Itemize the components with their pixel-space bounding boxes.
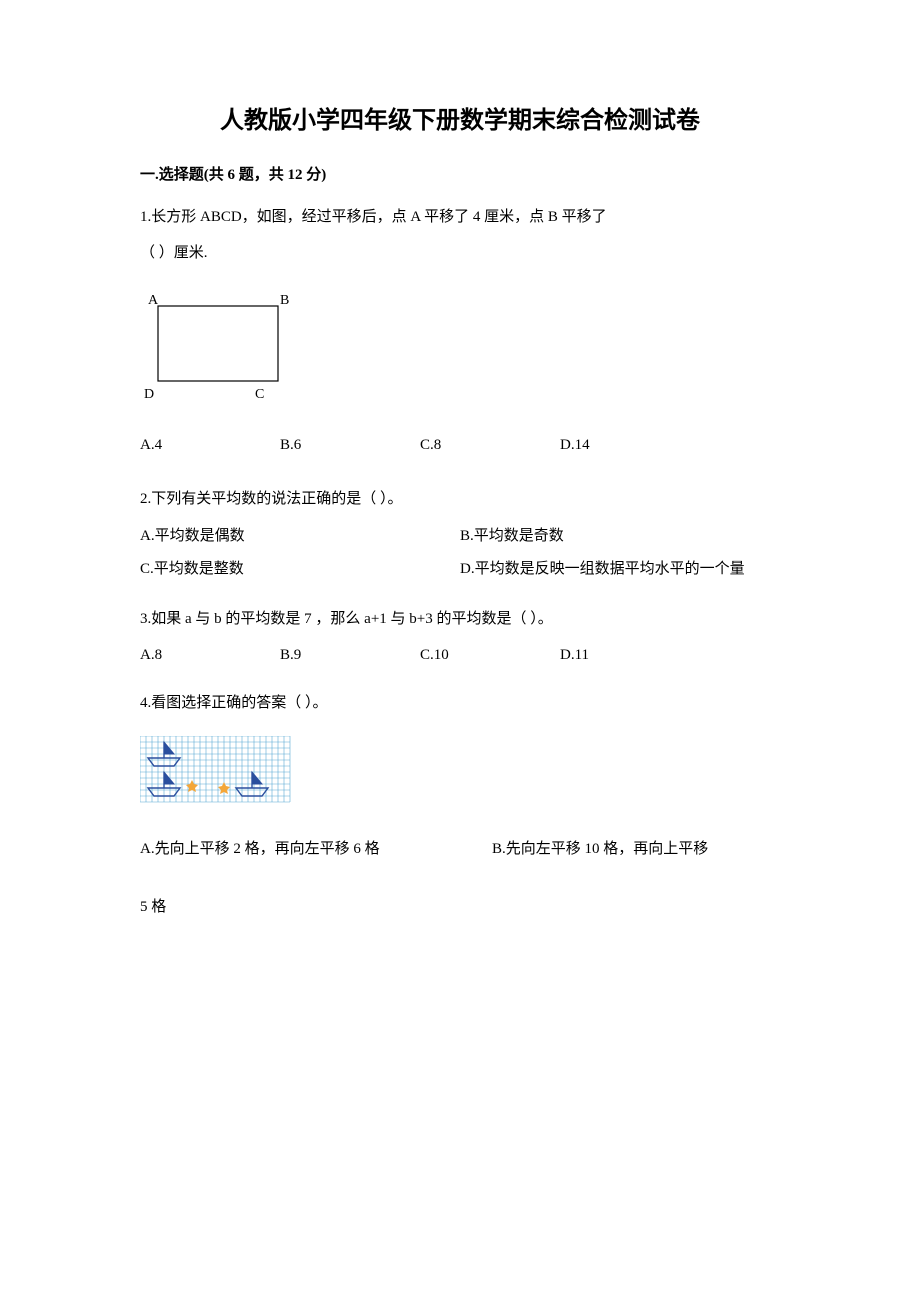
q2-option-d: D.平均数是反映一组数据平均水平的一个量 — [460, 553, 780, 586]
q4-option-b: B.先向左平移 10 格，再向上平移 — [492, 834, 780, 864]
rect-label-B: B — [280, 293, 289, 308]
q2-option-c: C.平均数是整数 — [140, 553, 460, 586]
question-2: 2.下列有关平均数的说法正确的是（ ）。 A.平均数是偶数 B.平均数是奇数 C… — [140, 484, 780, 586]
section-1-header: 一.选择题(共 6 题，共 12 分) — [140, 163, 780, 184]
question-1-text-line1: 1.长方形 ABCD，如图，经过平移后，点 A 平移了 4 厘米，点 B 平移了 — [140, 202, 780, 232]
question-3-options: A.8 B.9 C.10 D.11 — [140, 640, 780, 670]
question-1-options: A.4 B.6 C.8 D.14 — [140, 430, 780, 460]
rect-label-D: D — [144, 387, 154, 402]
q4-option-a: A.先向上平移 2 格，再向左平移 6 格 — [140, 834, 492, 864]
q3-option-d: D.11 — [560, 640, 700, 670]
q3-option-b: B.9 — [280, 640, 420, 670]
rect-label-A: A — [148, 293, 159, 308]
q1-option-c: C.8 — [420, 430, 560, 460]
page-title: 人教版小学四年级下册数学期末综合检测试卷 — [140, 100, 780, 135]
question-3: 3.如果 a 与 b 的平均数是 7 ，那么 a+1 与 b+3 的平均数是（ … — [140, 604, 780, 670]
question-2-text: 2.下列有关平均数的说法正确的是（ ）。 — [140, 484, 780, 514]
q2-option-b: B.平均数是奇数 — [460, 520, 780, 553]
q2-option-a: A.平均数是偶数 — [140, 520, 460, 553]
question-1: 1.长方形 ABCD，如图，经过平移后，点 A 平移了 4 厘米，点 B 平移了… — [140, 202, 780, 460]
question-1-figure: A B C D — [140, 286, 780, 406]
question-4-text: 4.看图选择正确的答案（ ）。 — [140, 688, 780, 718]
rect-label-C: C — [255, 387, 264, 402]
question-3-text: 3.如果 a 与 b 的平均数是 7 ，那么 a+1 与 b+3 的平均数是（ … — [140, 604, 780, 634]
q1-option-a: A.4 — [140, 430, 280, 460]
q1-option-b: B.6 — [280, 430, 420, 460]
question-1-text-line2: （ ）厘米. — [140, 238, 780, 268]
q3-option-c: C.10 — [420, 640, 560, 670]
q4-option-b-tail: 5 格 — [140, 892, 780, 922]
question-4-figure — [140, 736, 780, 806]
question-2-options: A.平均数是偶数 B.平均数是奇数 C.平均数是整数 D.平均数是反映一组数据平… — [140, 520, 780, 586]
q3-option-a: A.8 — [140, 640, 280, 670]
q1-option-d: D.14 — [560, 430, 590, 460]
question-4: 4.看图选择正确的答案（ ）。 — [140, 688, 780, 922]
question-4-options: A.先向上平移 2 格，再向左平移 6 格 B.先向左平移 10 格，再向上平移 — [140, 834, 780, 864]
